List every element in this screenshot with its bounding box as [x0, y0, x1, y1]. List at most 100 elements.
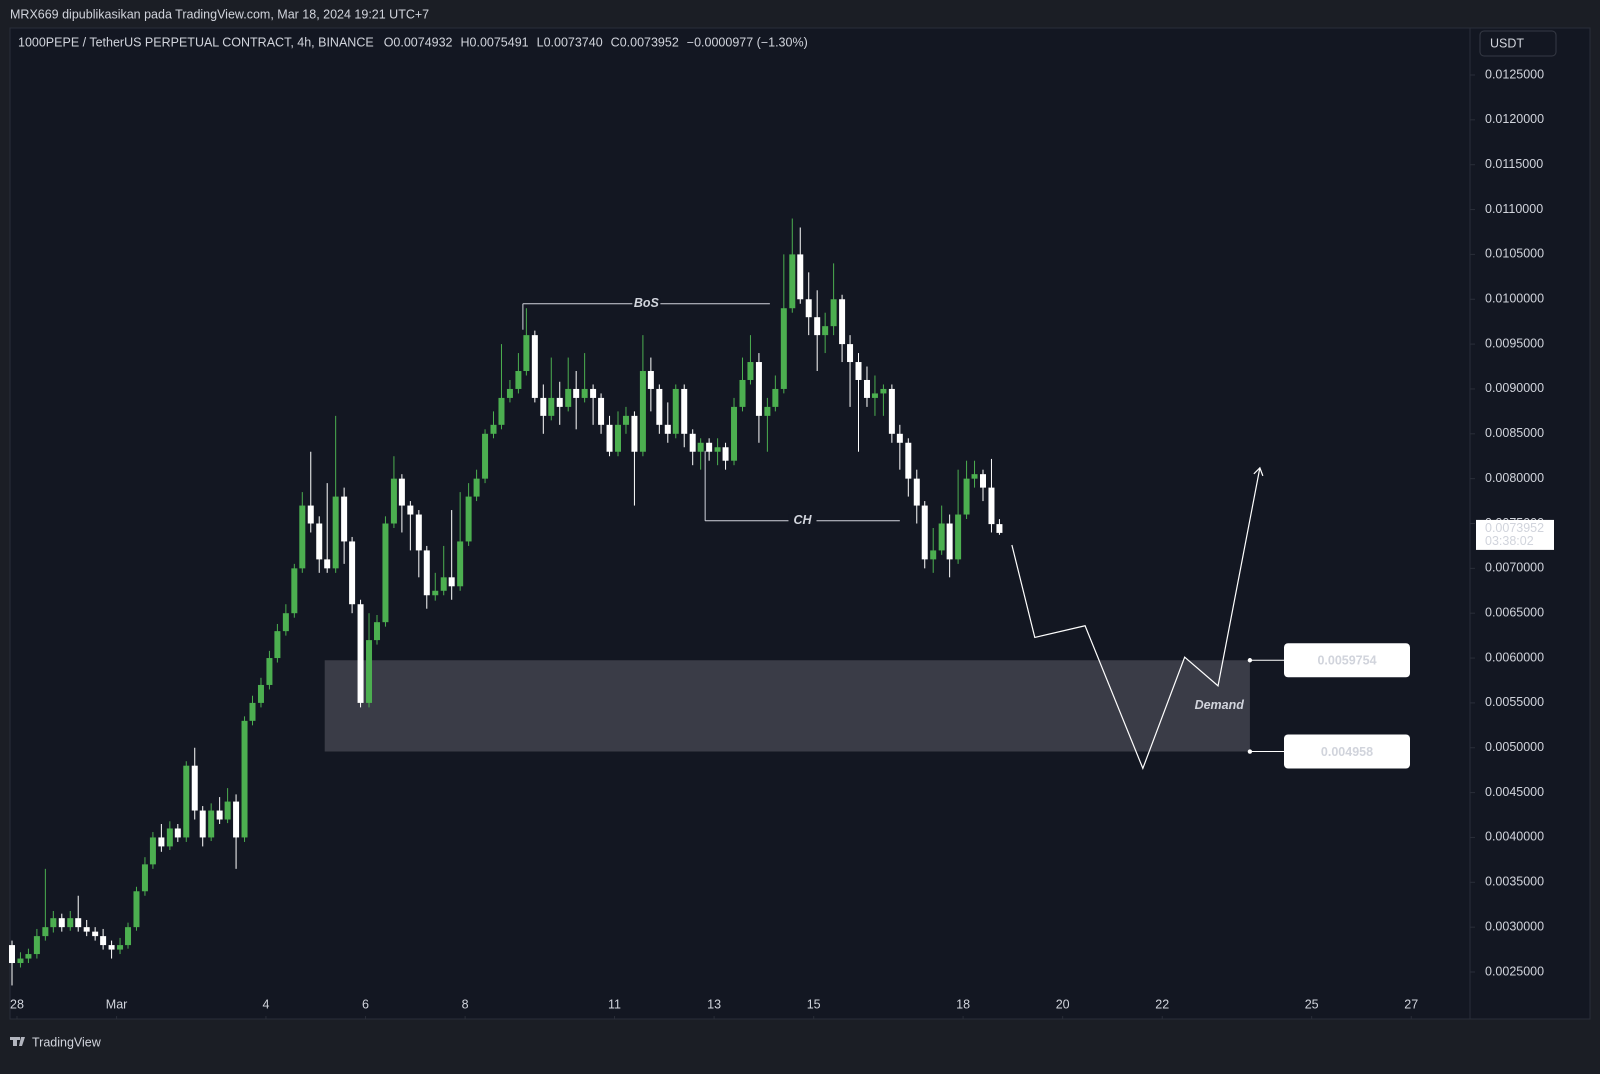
- candle-body: [241, 720, 248, 838]
- candle-body: [17, 958, 24, 964]
- y-tick-label: 0.0065000: [1485, 605, 1544, 619]
- candle-body: [515, 371, 522, 389]
- x-tick-label: 20: [1056, 997, 1070, 1011]
- candle-body: [274, 631, 281, 659]
- x-tick-label: 8: [462, 997, 469, 1011]
- candle-body: [540, 397, 547, 416]
- y-tick-label: 0.0100000: [1485, 292, 1544, 306]
- candle-body: [946, 523, 953, 560]
- candle-body: [830, 299, 837, 327]
- candle-body: [980, 474, 987, 488]
- candle-body: [880, 388, 887, 394]
- candle-body: [117, 945, 124, 950]
- candle-body: [930, 550, 937, 560]
- y-tick-label: 0.0125000: [1485, 67, 1544, 81]
- y-tick-label: 0.0090000: [1485, 381, 1544, 395]
- candle-body: [448, 577, 455, 587]
- candle-body: [814, 317, 821, 336]
- candle-body: [706, 442, 713, 452]
- candle-body: [390, 478, 397, 524]
- candle-body: [440, 577, 447, 591]
- ohlc-legend: H0.0075491: [461, 35, 529, 49]
- x-tick-label: 6: [362, 997, 369, 1011]
- candle-body: [905, 442, 912, 479]
- ohlc-legend: L0.0073740: [537, 35, 603, 49]
- y-tick-label: 0.0060000: [1485, 650, 1544, 664]
- logo: [10, 1037, 25, 1046]
- candle-body: [764, 406, 771, 416]
- candle-body: [606, 424, 613, 452]
- y-tick-label: 0.0085000: [1485, 426, 1544, 440]
- candle-body: [92, 931, 99, 937]
- candle-body: [373, 622, 380, 641]
- x-tick-label: 22: [1155, 997, 1169, 1011]
- y-tick-label: 0.0080000: [1485, 471, 1544, 485]
- candle-body: [423, 550, 430, 596]
- candle-body: [266, 658, 273, 685]
- candle-body: [863, 379, 870, 398]
- candle-body: [780, 308, 787, 389]
- x-tick-label: 13: [707, 997, 721, 1011]
- candle-body: [855, 362, 862, 380]
- candle-body: [581, 388, 588, 398]
- zone-price: 0.004958: [1321, 745, 1373, 759]
- candle-body: [257, 684, 264, 703]
- candle-body: [366, 640, 373, 703]
- candle-body: [731, 406, 738, 461]
- candle-body: [83, 927, 90, 932]
- candle-body: [996, 524, 1003, 533]
- x-tick-label: 11: [608, 997, 621, 1011]
- candle-body: [847, 344, 854, 363]
- candle-body: [531, 335, 538, 398]
- candle-body: [199, 810, 206, 838]
- candle-body: [67, 918, 74, 928]
- candle-body: [988, 487, 995, 525]
- candle-body: [473, 478, 480, 497]
- candle-body: [149, 837, 156, 865]
- candle-body: [697, 442, 704, 452]
- candle-body: [8, 945, 15, 964]
- candle-body: [664, 424, 671, 434]
- y-tick-label: 0.0045000: [1485, 785, 1544, 799]
- candle-body: [382, 523, 389, 623]
- candle-body: [174, 828, 181, 838]
- candle-body: [789, 254, 796, 309]
- candle-body: [747, 362, 754, 380]
- candle-body: [805, 299, 812, 318]
- candle-body: [398, 478, 405, 506]
- candle-body: [158, 837, 165, 847]
- x-tick-label: 15: [807, 997, 821, 1011]
- candle-body: [432, 590, 439, 596]
- candle-body: [42, 927, 49, 937]
- candle-body: [457, 541, 464, 587]
- candle-body: [233, 801, 240, 838]
- candle-body: [133, 891, 140, 928]
- candle-body: [299, 505, 306, 569]
- ohlc-legend: −0.0000977 (−1.30%): [687, 35, 808, 49]
- bos-label: BoS: [634, 296, 660, 310]
- footer: TradingView: [32, 1035, 102, 1049]
- candle-body: [615, 424, 622, 452]
- projection-path: [1011, 467, 1261, 771]
- candle-body: [357, 604, 364, 703]
- candle-body: [282, 613, 289, 632]
- candle-body: [249, 702, 256, 721]
- candle-body: [631, 415, 638, 452]
- zone-price-box: [1284, 734, 1410, 769]
- y-tick-label: 0.0110000: [1485, 202, 1543, 216]
- candle-body: [33, 936, 40, 955]
- candle-body: [523, 335, 530, 372]
- candle-body: [573, 388, 580, 398]
- candle-body: [565, 388, 572, 407]
- candle-body: [656, 388, 663, 425]
- candle-body: [797, 254, 804, 300]
- y-tick-label: 0.0035000: [1485, 875, 1544, 889]
- candle-body: [556, 397, 563, 407]
- candle-body: [590, 388, 597, 398]
- candle-body: [407, 505, 414, 515]
- header: MRX669 dipublikasikan pada TradingView.c…: [10, 7, 429, 21]
- candle-body: [216, 810, 223, 820]
- candle-body: [125, 927, 132, 946]
- zone-price: 0.0059754: [1317, 654, 1376, 668]
